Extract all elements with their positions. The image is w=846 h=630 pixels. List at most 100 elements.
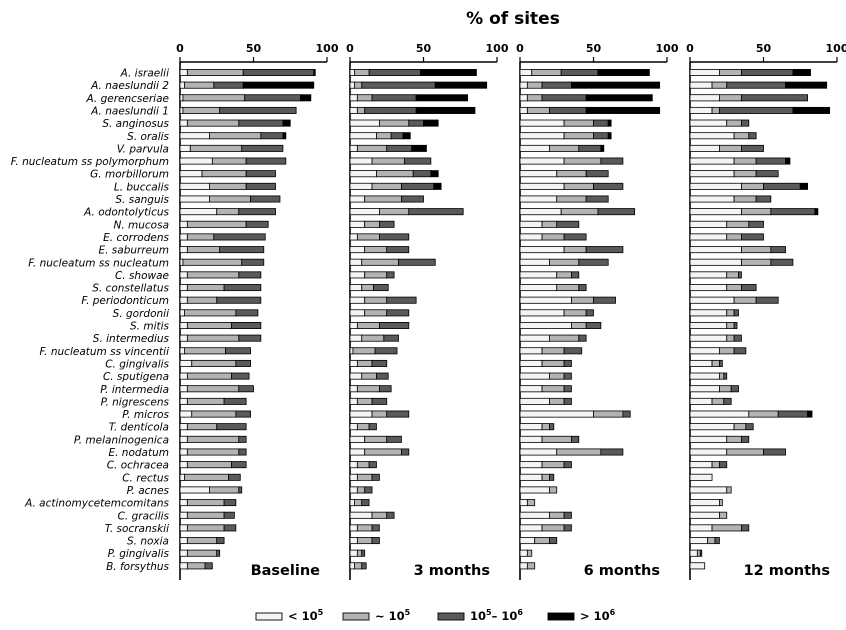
panel: 0 50 100 12 months [686,42,846,580]
bar-segment [179,461,188,469]
bar-segment [208,486,240,494]
legend-label: < 105 [288,608,324,623]
bar-segment [238,208,276,216]
bar-segment [179,321,188,329]
bar-segment [415,106,476,114]
bar-segment [745,423,754,431]
x-tick-label: 100 [316,42,339,55]
bar-segment [711,461,720,469]
bar-segment [386,511,395,519]
bar-segment [519,435,543,443]
bar-segment [349,195,366,203]
legend-swatch [437,612,465,621]
category-label: A. gerencseriae [86,93,169,105]
bar-segment [519,233,543,241]
bar-segment [186,499,225,507]
bar-segment [726,284,742,292]
bar-segment [585,94,653,102]
bar-segment [571,81,661,89]
bar-segment [241,144,284,152]
bar-segment [519,208,562,216]
bar-segment [213,233,266,241]
bar-segment [733,334,742,342]
bar-segment [349,81,355,89]
bar-segment [563,385,572,393]
bar-segment [179,208,218,216]
bar-segment [519,258,550,266]
bar-segment [549,258,580,266]
bar-segment [244,94,301,102]
category-label: P. micros [122,409,169,421]
bar-segment [238,119,284,127]
bar-segment [726,271,739,279]
bar-segment [403,157,432,165]
bar-segment [179,81,185,89]
bar-segment [689,69,720,77]
bar-segment [179,410,193,418]
bar-segment [402,132,411,140]
bar-segment [364,106,417,114]
bar-segment [349,94,358,102]
bar-segment [519,309,565,317]
bar-segment [186,448,240,456]
bar-segment [411,144,427,152]
panel-label: 3 months [414,563,490,579]
bar-segment [519,195,558,203]
category-label: L. buccalis [114,181,170,193]
bar-segment [349,435,366,443]
bar-segment [361,549,366,557]
bar-segment [349,347,354,355]
x-tick-label: 50 [246,42,262,55]
bar-segment [179,385,188,393]
category-label: E. corrodens [103,232,169,244]
bar-segment [593,410,624,418]
bar-segment [519,423,543,431]
bar-segment [593,132,609,140]
bar-segment [245,157,287,165]
category-label: A. actinomycetemcomitans [24,498,169,510]
category-label: C. rectus [122,472,169,484]
bar-segment [364,309,388,317]
bar-segment [711,524,742,532]
category-label: S. sanguis [115,194,169,206]
bar-segment [179,258,184,266]
bar-segment [696,549,701,557]
bar-segment [519,511,550,519]
category-label: C. sputigena [103,371,169,383]
x-tick-label: 100 [826,42,846,55]
bar-segment [349,144,358,152]
bar-segment [231,372,250,380]
bar-segment [368,423,377,431]
category-label: F. nucleatum ss vincentii [40,346,170,358]
bar-segment [179,486,210,494]
bar-segment [186,246,221,254]
bar-segment [364,296,388,304]
bar-segment [519,106,528,114]
panel-label: 12 months [743,563,830,579]
category-label: C. gingivalis [105,358,169,370]
bar-segment [741,94,808,102]
bar-segment [689,334,728,342]
bar-segment [179,144,191,152]
bar-segment [519,69,533,77]
bar-segment [563,132,594,140]
bar-segment [689,549,698,557]
bar-segment [755,296,779,304]
bar-segment [578,284,587,292]
bar-segment [563,157,602,165]
bar-segment [356,423,370,431]
category-label: V. parvula [117,143,169,155]
bar-segment [349,321,358,329]
bar-segment [186,220,247,228]
bar-segment [361,499,370,507]
bar-segment [597,208,636,216]
bar-segment [364,448,402,456]
bar-segment [726,321,735,329]
legend-swatch [342,612,370,621]
bar-segment [179,499,188,507]
bar-segment [245,170,276,178]
bar-segment [386,271,395,279]
bar-segment [179,271,188,279]
bar-segment [763,182,801,190]
bar-segment [563,246,587,254]
